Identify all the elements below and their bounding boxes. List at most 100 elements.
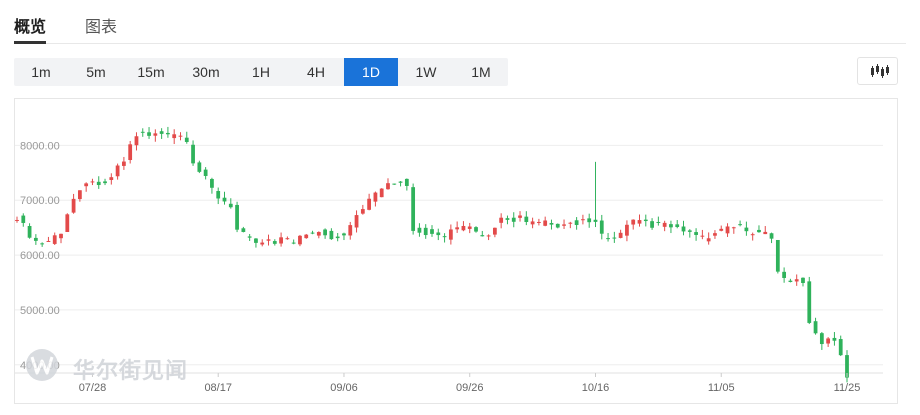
timeframe-1d-button[interactable]: 1D [344,58,398,86]
wallstreetcn-logo [26,349,58,381]
candle [260,242,265,245]
candle [210,178,214,188]
chart-type-button[interactable] [857,57,898,85]
x-tick-label: 08/17 [204,382,232,394]
candle [379,188,384,198]
timeframe-15m-button[interactable]: 15m [137,64,165,80]
candle [687,230,692,232]
candle [430,229,434,234]
candle [222,197,227,202]
candle-series [15,126,849,383]
candle [392,183,397,185]
candle [52,235,57,244]
candle [354,215,359,228]
candle [254,238,258,243]
candle [159,131,164,134]
candle [757,229,761,233]
x-axis-labels: 07/28 08/17 09/06 09/26 10/16 11/05 11/25 [79,373,861,394]
x-tick-label: 07/28 [79,382,107,394]
candle [706,238,711,242]
timeframe-1w-button[interactable]: 1W [415,64,437,80]
candle [417,227,422,233]
candle [587,218,592,223]
candle [298,235,302,245]
candle [279,237,283,244]
candle [241,228,246,232]
candle [794,279,799,282]
candle [826,338,831,344]
candle [738,224,742,226]
candle [291,242,296,244]
candle [90,181,95,183]
candle [115,165,120,177]
y-tick-label: 8000.00 [20,140,60,152]
candle [46,240,51,242]
candle [694,232,698,235]
candle [40,243,45,245]
candle [436,232,441,236]
timeframe-1m-button[interactable]: 1m [31,64,51,80]
candle [304,234,309,239]
tab-bar: 概览 图表 [14,0,906,44]
candle [128,144,133,161]
candle [228,203,233,208]
candle [461,225,466,231]
timeframe-30m-button[interactable]: 30m [192,64,220,80]
candle [442,236,447,238]
candle [744,227,749,232]
candle [285,238,290,240]
candle [763,231,768,235]
candle [103,181,107,184]
timeframe-1h-button[interactable]: 1H [252,64,270,80]
candle [59,233,63,239]
candle [568,222,573,224]
candle [474,227,478,232]
x-tick-label: 09/26 [456,382,484,394]
candle [21,215,26,223]
candle [367,198,372,210]
candle [618,232,623,238]
candle [650,221,654,228]
candle [537,221,541,223]
candle [719,228,724,231]
candle [788,280,793,282]
candle [700,235,705,237]
tab-chart[interactable]: 图表 [85,17,118,36]
candle [15,219,19,221]
candle [455,227,460,230]
candle [448,229,453,240]
candle [769,233,774,239]
candle [411,187,416,231]
timeframe-5m-button[interactable]: 5m [86,64,106,80]
candle [750,234,755,236]
candle [329,230,334,240]
candle [832,337,837,341]
candle [96,181,101,186]
timeframe-4h-button[interactable]: 4H [307,64,325,80]
candle [423,227,428,236]
candle [599,220,604,234]
timeframe-1mo-button[interactable]: 1M [471,64,491,80]
active-tab-indicator [14,41,46,44]
candle [612,237,617,239]
candle [197,162,202,172]
candle [681,226,686,232]
candle [184,137,189,142]
candle [373,192,378,202]
candle [518,215,522,218]
candle [480,235,485,237]
candle [172,134,177,139]
candle [272,241,277,244]
candle [505,218,510,220]
x-tick-label: 11/25 [834,382,861,394]
candle [838,339,843,356]
candle [775,239,780,272]
tab-overview[interactable]: 概览 [14,17,47,36]
candle [153,133,158,136]
candlestick-icon [871,64,889,78]
candle [656,221,661,223]
candle [511,217,516,222]
timeframe-selector: 1m 5m 15m 30m 1H 4H 1D 1W 1M [14,58,508,86]
